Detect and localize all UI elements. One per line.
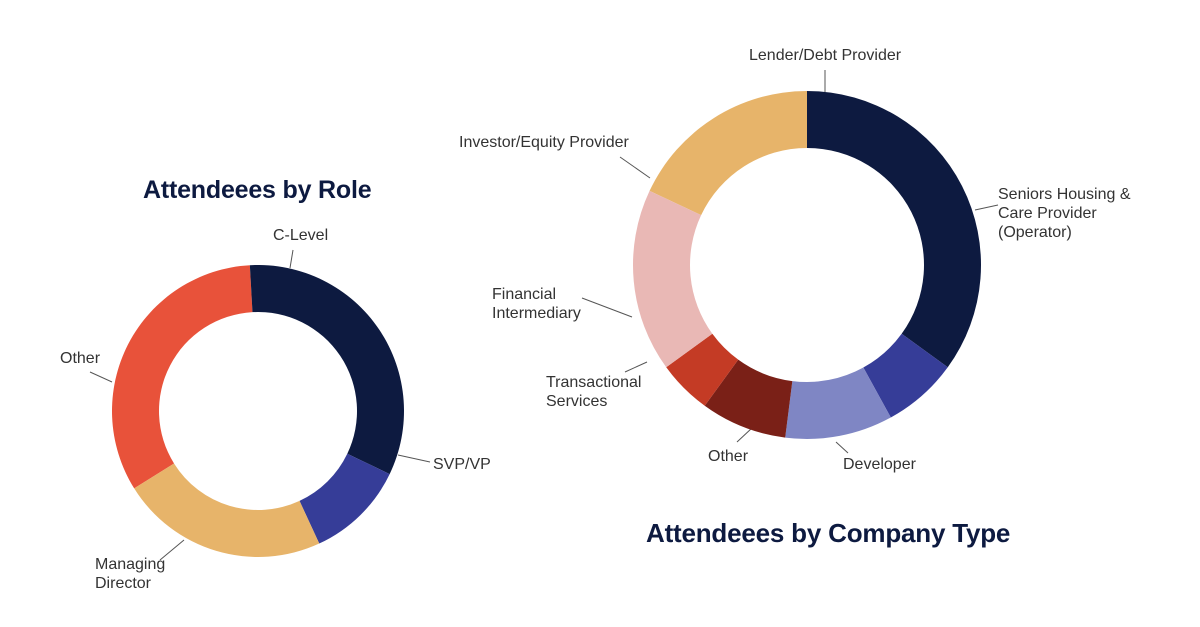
company-leader-line-developer — [835, 441, 849, 454]
role-slice-managing-director — [299, 453, 390, 544]
company-label-other: Other — [708, 447, 748, 466]
slice-label-line: Transactional — [546, 374, 642, 391]
company-slice-other — [785, 367, 891, 439]
company-label-developer: Developer — [843, 455, 916, 474]
company-label-financial-intermediary: Financial Intermediary — [492, 285, 581, 323]
slice-label-line: (Operator) — [998, 224, 1072, 241]
role-slice-svp-vp — [249, 265, 404, 475]
company-slice-transactional-services — [704, 359, 793, 438]
role-leader-line-svp-vp — [397, 454, 431, 463]
company-label-seniors-housing-and-care-provider-operator: Seniors Housing & Care Provider (Operator) — [998, 185, 1131, 242]
role-slice-c-level — [112, 265, 253, 489]
role-chart-title: Attendeees by Role — [143, 176, 372, 204]
company-label-transactional-services: Transactional Services — [546, 373, 641, 411]
role-label-managing-director: Managing Director — [95, 555, 165, 593]
slice-label-line: Services — [546, 393, 608, 410]
slice-label-line: Director — [95, 575, 152, 592]
role-donut-chart — [89, 249, 431, 561]
slice-label-line: C-Level — [273, 227, 329, 244]
slice-label-line: Intermediary — [492, 305, 581, 322]
slice-label-line: Lender/Debt Provider — [749, 47, 902, 64]
company-leader-line-financial-intermediary — [581, 297, 633, 318]
slice-label-line: Other — [60, 350, 101, 367]
company-slice-lender-debt-provider — [649, 91, 807, 216]
role-label-c-level: C-Level — [273, 226, 328, 245]
company-leader-line-seniors-housing-and-care-provider-operator — [974, 204, 999, 211]
slice-label-line: Care Provider — [998, 205, 1097, 222]
slice-label-line: Developer — [843, 456, 916, 473]
slice-label-line: SVP/VP — [433, 456, 491, 473]
slice-label-line: Investor/Equity Provider — [459, 134, 629, 151]
company-leader-line-transactional-services — [624, 361, 648, 373]
company-type-donut-chart — [581, 70, 999, 454]
company-leader-line-other — [736, 427, 753, 443]
slice-label-line: Financial — [492, 286, 557, 303]
role-leader-line-managing-director — [159, 539, 185, 561]
slice-label-line: Seniors Housing & — [998, 186, 1131, 203]
company-label-lender-debt-provider: Lender/Debt Provider — [749, 46, 901, 65]
company-label-investor-equity-provider: Investor/Equity Provider — [459, 133, 629, 152]
company-slice-developer — [863, 333, 948, 418]
role-leader-line-c-level — [289, 249, 294, 269]
role-slice-other — [134, 463, 320, 557]
company-slice-financial-intermediary — [666, 333, 739, 406]
company-type-chart-title: Attendeees by Company Type — [646, 518, 1011, 548]
role-label-svp-vp: SVP/VP — [433, 455, 491, 474]
company-slice-seniors-housing-and-care-provider-operator — [807, 91, 981, 368]
slice-label-line: Managing — [95, 556, 166, 573]
company-leader-line-investor-equity-provider — [619, 156, 651, 179]
company-slice-investor-equity-provider — [633, 190, 713, 368]
role-label-other: Other — [60, 349, 100, 368]
slice-label-line: Other — [708, 448, 749, 465]
role-leader-line-other — [89, 371, 113, 383]
